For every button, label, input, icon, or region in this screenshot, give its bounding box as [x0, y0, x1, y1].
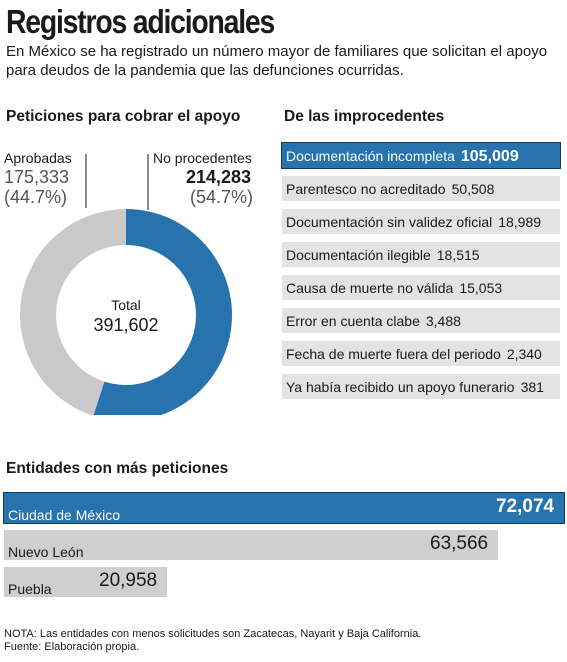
reason-label: Documentación incompleta 105,009 — [286, 145, 519, 167]
reason-category: Documentación ilegible — [286, 247, 431, 263]
reasons-heading: De las improcedentes — [284, 108, 445, 125]
reason-row: Documentación ilegible 18,515 — [282, 242, 560, 275]
rejected-pct: (54.7%) — [190, 187, 254, 207]
total-value: 391,602 — [93, 315, 159, 335]
donut-slices — [20, 209, 232, 415]
reason-bar — [282, 242, 560, 267]
reason-value: 105,009 — [460, 148, 519, 165]
entity-row: Puebla 20,958 — [4, 567, 564, 604]
reason-value: 15,053 — [459, 280, 503, 296]
entities-heading: Entidades con más peticiones — [6, 460, 229, 477]
reason-category: Parentesco no acreditado — [286, 181, 446, 197]
reason-row: Fecha de muerte fuera del periodo 2,340 — [282, 341, 560, 374]
reason-row: Parentesco no acreditado 50,508 — [282, 176, 560, 209]
entity-label: Ciudad de México — [8, 507, 121, 523]
reason-row: Documentación incompleta 105,009 — [281, 142, 561, 176]
reason-row: Causa de muerte no válida 15,053 — [282, 275, 560, 308]
entity-bar — [4, 567, 167, 597]
reason-label: Documentación sin validez oficial 18,989 — [286, 211, 541, 233]
reason-category: Error en cuenta clabe — [286, 313, 420, 329]
reason-category: Documentación sin validez oficial — [286, 214, 493, 230]
reason-label: Causa de muerte no válida 15,053 — [286, 277, 502, 299]
reason-bar — [282, 341, 560, 366]
rejected-label: No procedentes — [153, 150, 252, 166]
approved-label: Aprobadas — [4, 150, 72, 166]
entity-label: Puebla — [8, 581, 52, 597]
reason-category: Ya había recibido un apoyo funerario — [286, 379, 515, 395]
entity-value: 20,958 — [99, 570, 158, 591]
reason-value: 50,508 — [451, 181, 495, 197]
reason-value: 18,989 — [498, 214, 542, 230]
reason-label: Ya había recibido un apoyo funerario 381 — [286, 376, 544, 398]
entity-label: Nuevo León — [8, 544, 84, 560]
reason-label: Parentesco no acreditado 50,508 — [286, 178, 494, 200]
reason-value: 18,515 — [436, 247, 480, 263]
reason-bar — [282, 308, 560, 333]
reason-row: Error en cuenta clabe 3,488 — [282, 308, 560, 341]
approved-pct: (44.7%) — [4, 187, 68, 207]
reason-value: 3,488 — [425, 313, 461, 329]
reason-bar — [282, 209, 560, 234]
entity-value: 72,074 — [496, 496, 555, 517]
source-text: Fuente: Elaboración propia. — [4, 641, 140, 653]
reason-bar — [281, 142, 561, 169]
reason-category: Fecha de muerte fuera del periodo — [286, 346, 501, 362]
total-label: Total — [111, 297, 141, 313]
reason-value: 2,340 — [506, 346, 542, 362]
reason-bar — [282, 275, 560, 300]
entity-row: Ciudad de México 72,074 — [3, 492, 565, 530]
reason-label: Error en cuenta clabe 3,488 — [286, 310, 461, 332]
chart-subtitle: En México se ha registrado un número may… — [6, 43, 548, 79]
entity-bar — [4, 530, 498, 560]
donut-chart — [20, 154, 232, 415]
chart-title: Registros adicionales — [6, 3, 275, 40]
entity-bar — [3, 492, 565, 524]
notes: NOTA: Las entidades con menos solicitude… — [4, 628, 421, 654]
donut-slice-no-procedentes — [93, 209, 232, 415]
entity-value: 63,566 — [430, 533, 489, 554]
entity-row: Nuevo León 63,566 — [4, 530, 564, 567]
rejected-value: 214,283 — [186, 167, 252, 187]
reason-label: Documentación ilegible 18,515 — [286, 244, 480, 266]
note-text: NOTA: Las entidades con menos solicitude… — [4, 628, 422, 640]
reason-bar — [282, 176, 560, 201]
reason-bar — [282, 374, 560, 399]
reason-label: Fecha de muerte fuera del periodo 2,340 — [286, 343, 542, 365]
reason-value: 381 — [520, 379, 544, 395]
reason-category: Documentación incompleta — [286, 148, 455, 164]
reason-row: Documentación sin validez oficial 18,989 — [282, 209, 560, 242]
reason-row: Ya había recibido un apoyo funerario 381 — [282, 374, 560, 407]
reason-category: Causa de muerte no válida — [286, 280, 454, 296]
donut-heading: Peticiones para cobrar el apoyo — [6, 108, 241, 125]
entities-bar-chart: Ciudad de México 72,074 Nuevo León 63,566 Pu… — [3, 492, 565, 604]
donut-slice-aprobadas — [20, 209, 126, 415]
approved-value: 175,333 — [4, 167, 70, 187]
reasons-bar-chart: Documentación incompleta 105,009 Parentesc… — [281, 142, 561, 407]
